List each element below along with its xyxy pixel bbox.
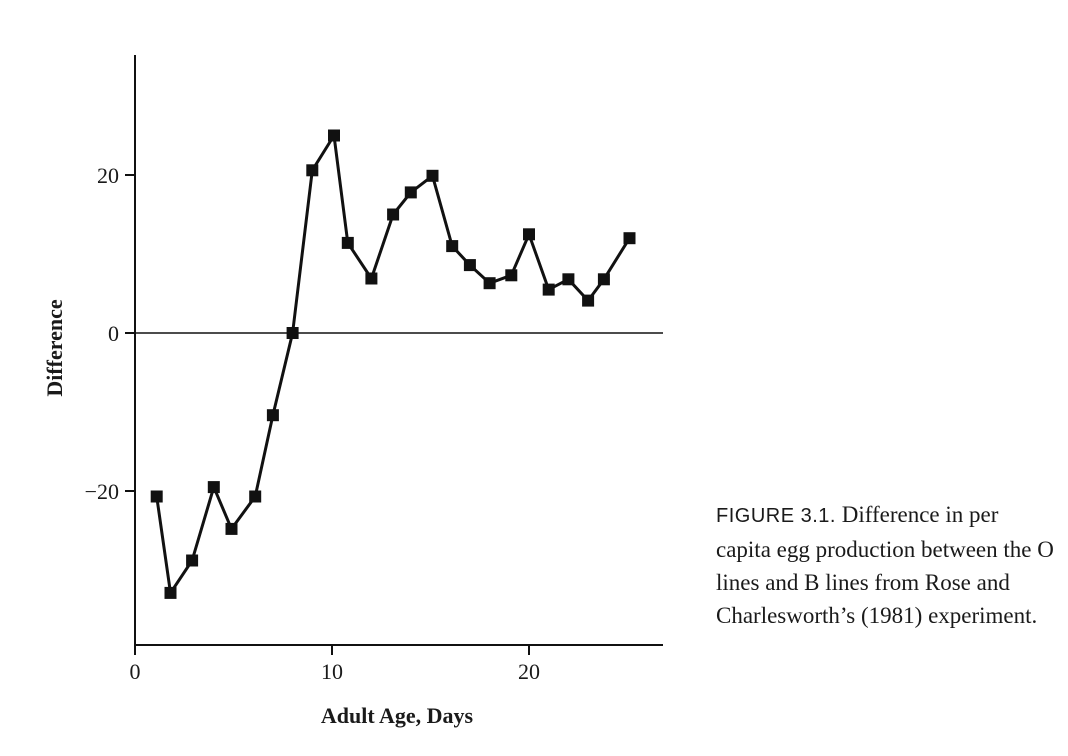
data-point bbox=[207, 481, 220, 494]
data-point bbox=[623, 232, 636, 245]
data-point bbox=[483, 277, 496, 290]
data-point bbox=[562, 273, 575, 286]
data-point bbox=[186, 554, 199, 567]
data-point bbox=[597, 273, 610, 286]
y-tick-label: −20 bbox=[85, 479, 119, 504]
y-tick-label: 0 bbox=[108, 321, 119, 346]
data-point bbox=[306, 164, 319, 177]
x-tick-label: 20 bbox=[518, 659, 540, 684]
figure-label: FIGURE 3.1. bbox=[716, 505, 836, 527]
y-ticks: 20 0 −20 bbox=[85, 163, 135, 504]
data-point bbox=[266, 409, 279, 422]
figure-caption: FIGURE 3.1. Difference in per capita egg… bbox=[716, 498, 1056, 632]
data-point bbox=[387, 208, 400, 221]
data-point bbox=[164, 586, 177, 599]
x-ticks: 0 10 20 bbox=[130, 645, 540, 684]
data-point bbox=[328, 129, 340, 142]
y-axis-title: Difference bbox=[42, 299, 67, 397]
y-tick-label: 20 bbox=[97, 163, 119, 188]
data-point bbox=[286, 327, 299, 339]
data-point bbox=[404, 186, 417, 199]
data-point bbox=[150, 490, 163, 503]
data-point bbox=[523, 228, 535, 241]
x-axis-title: Adult Age, Days bbox=[321, 703, 474, 728]
data-point bbox=[426, 169, 439, 182]
data-point bbox=[582, 294, 595, 307]
data-point bbox=[446, 240, 459, 253]
x-tick-label: 0 bbox=[130, 659, 141, 684]
data-points bbox=[150, 129, 636, 599]
data-point bbox=[365, 272, 378, 285]
x-tick-label: 10 bbox=[321, 659, 343, 684]
caption-text: Difference in per capita egg production … bbox=[716, 502, 1054, 628]
data-point bbox=[225, 522, 238, 535]
data-point bbox=[249, 490, 262, 503]
data-point bbox=[505, 269, 518, 282]
data-point bbox=[463, 259, 476, 272]
data-point bbox=[341, 236, 354, 249]
data-point bbox=[542, 283, 555, 296]
